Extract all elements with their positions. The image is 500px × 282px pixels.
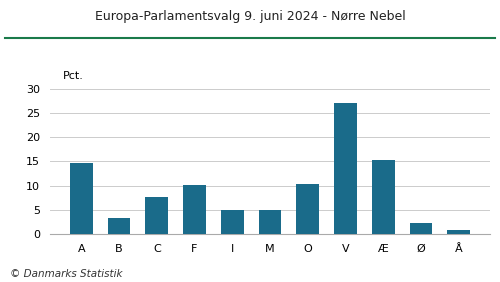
Text: Pct.: Pct. <box>62 71 84 81</box>
Bar <box>70 163 92 234</box>
Bar <box>258 210 281 234</box>
Bar <box>146 197 168 234</box>
Bar <box>108 218 130 234</box>
Bar <box>410 223 432 234</box>
Text: Europa-Parlamentsvalg 9. juni 2024 - Nørre Nebel: Europa-Parlamentsvalg 9. juni 2024 - Nør… <box>94 10 406 23</box>
Bar <box>448 230 470 234</box>
Bar <box>296 184 319 234</box>
Bar <box>372 160 394 234</box>
Text: © Danmarks Statistik: © Danmarks Statistik <box>10 269 122 279</box>
Bar <box>334 103 357 234</box>
Bar <box>183 185 206 234</box>
Bar <box>221 210 244 234</box>
